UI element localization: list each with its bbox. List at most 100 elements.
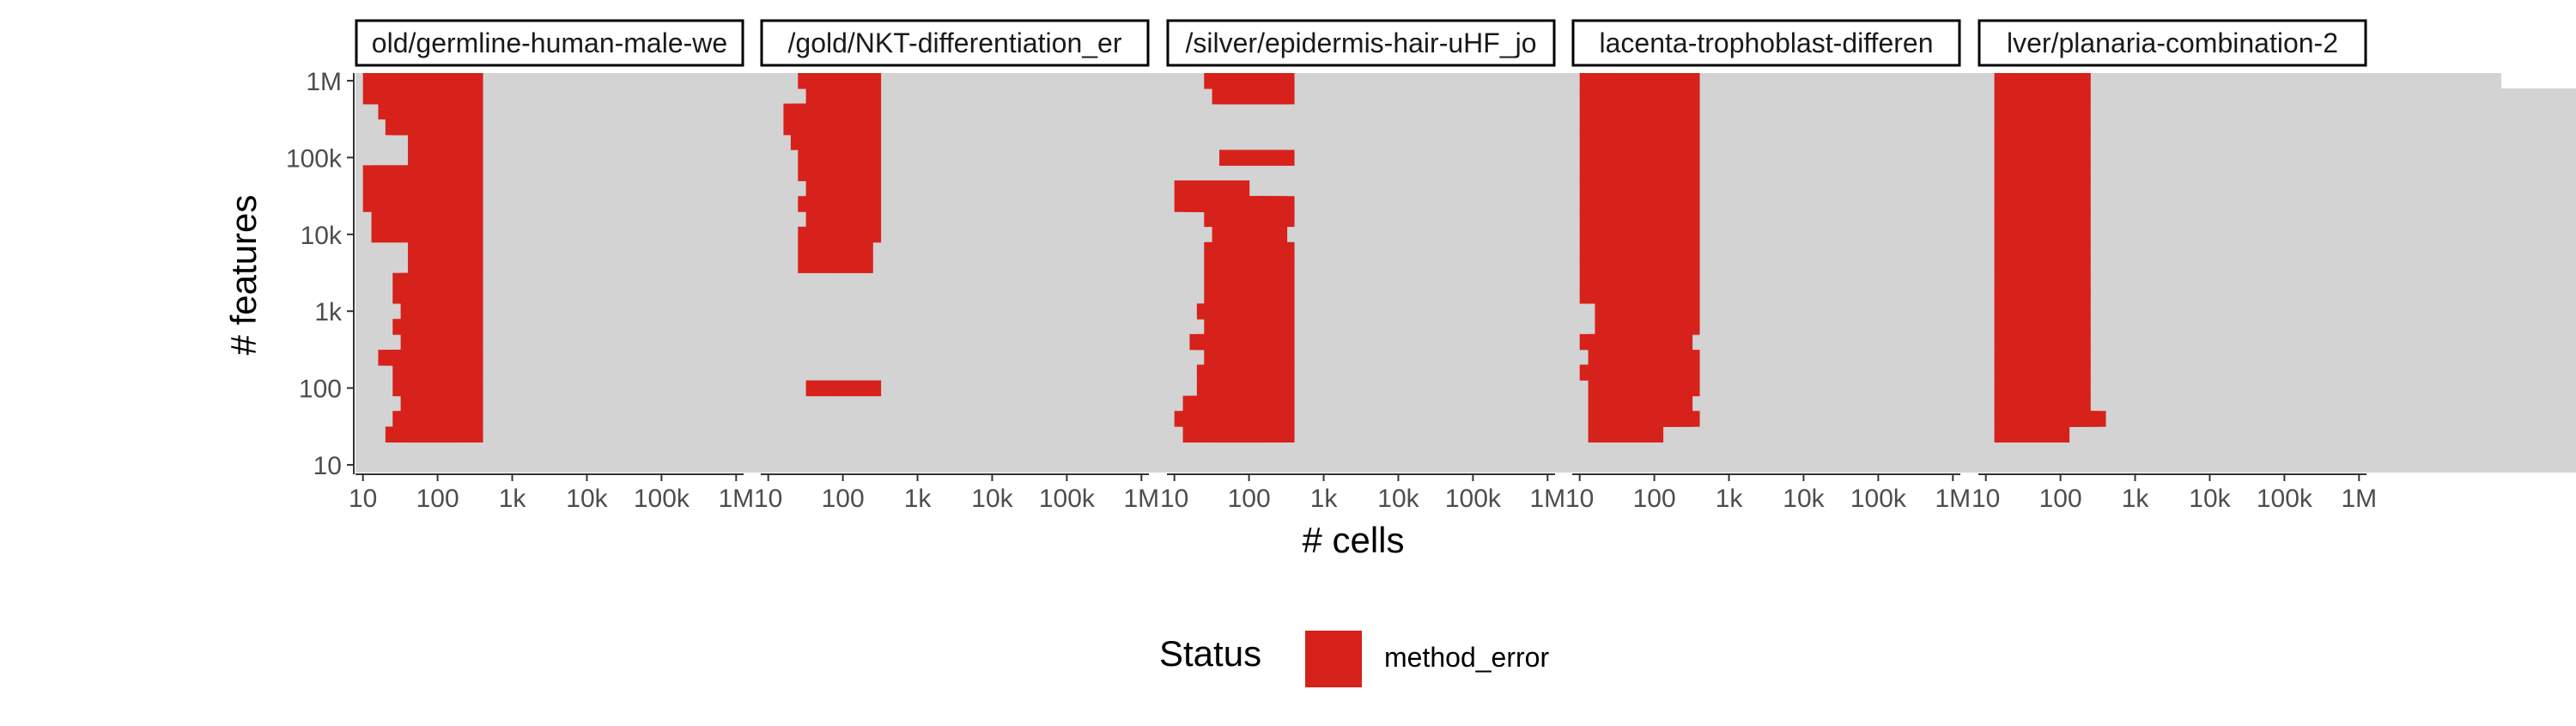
method-error-cell bbox=[805, 134, 882, 150]
method-error-cell bbox=[1625, 119, 1700, 136]
method-error-cell bbox=[408, 411, 483, 427]
method-error-cell bbox=[2015, 149, 2091, 166]
method-error-cell bbox=[1219, 333, 1295, 351]
background-cell-column bbox=[504, 73, 580, 473]
method-error-cell bbox=[408, 88, 483, 105]
y-tick-label: 100 bbox=[299, 375, 342, 404]
method-error-cell bbox=[1212, 226, 1288, 243]
method-error-cells bbox=[1579, 73, 1700, 443]
x-tick-label: 100k bbox=[1039, 485, 1096, 513]
method-error-cell bbox=[1219, 73, 1295, 89]
y-tick-label: 1k bbox=[314, 298, 343, 326]
method-error-cell bbox=[408, 303, 483, 320]
method-error-cell bbox=[1625, 303, 1700, 320]
facet-strip bbox=[1571, 19, 1961, 67]
method-error-cell bbox=[2015, 257, 2091, 273]
x-axis-title: # cells bbox=[1302, 520, 1404, 560]
method-error-cell bbox=[2015, 134, 2091, 150]
y-tick-label: 100k bbox=[286, 144, 343, 173]
method-error-cell bbox=[408, 226, 483, 243]
method-error-cell bbox=[2015, 226, 2091, 243]
method-error-cell bbox=[1625, 196, 1700, 212]
method-error-cell bbox=[1219, 196, 1295, 212]
method-error-cell bbox=[2015, 350, 2091, 366]
method-error-cell bbox=[1219, 364, 1295, 381]
x-tick-label: 10 bbox=[349, 485, 377, 513]
method-error-cell bbox=[1219, 210, 1295, 228]
method-error-cell bbox=[408, 333, 483, 351]
method-error-cell bbox=[2015, 180, 2091, 197]
method-error-cell bbox=[408, 134, 483, 150]
x-tick-label: 10k bbox=[971, 485, 1013, 513]
method-error-cell bbox=[1219, 241, 1295, 259]
method-error-cell bbox=[2015, 303, 2091, 320]
x-tick-label: 1M bbox=[1935, 485, 1971, 513]
x-tick-label: 10 bbox=[1971, 485, 2000, 513]
method-error-cell bbox=[408, 426, 483, 443]
method-error-cell bbox=[1625, 149, 1700, 166]
method-error-cell bbox=[1625, 165, 1700, 181]
method-error-cell bbox=[1625, 288, 1700, 304]
method-error-cell bbox=[1219, 426, 1295, 443]
x-tick-label: 100 bbox=[416, 485, 459, 513]
method-error-cell bbox=[1625, 210, 1700, 228]
facet-strip-label: lacenta-trophoblast-differen bbox=[1600, 27, 1934, 58]
method-error-cell bbox=[408, 319, 483, 335]
background-cell-column bbox=[1465, 73, 1541, 473]
method-error-cell bbox=[2015, 103, 2091, 120]
x-tick-label: 1k bbox=[2122, 485, 2150, 513]
method-error-cell bbox=[1617, 395, 1693, 412]
x-tick-label: 100k bbox=[1445, 485, 1502, 513]
background-cell-column bbox=[2351, 73, 2427, 473]
facet-strip-label: lver/planaria-combination-2 bbox=[2007, 27, 2338, 58]
facet-strip-label: /gold/NKT-differentiation_er bbox=[788, 27, 1122, 58]
method-error-cell bbox=[798, 241, 873, 259]
method-error-cell bbox=[1219, 395, 1295, 412]
method-error-cell bbox=[805, 73, 882, 89]
x-tick-label: 100 bbox=[2039, 485, 2082, 513]
method-error-cell bbox=[408, 288, 483, 304]
background-cell-column bbox=[1721, 73, 1797, 473]
method-error-cell bbox=[408, 149, 483, 166]
background-cell-column bbox=[653, 73, 730, 473]
method-error-cell bbox=[2015, 196, 2091, 212]
method-error-cell bbox=[2015, 364, 2091, 381]
method-error-cell bbox=[1219, 350, 1295, 366]
facet-panel: lver/planaria-combination-2 10 100 1k 10k 100… bbox=[1971, 19, 2576, 513]
facet-strip bbox=[760, 19, 1150, 67]
legend-label: method_error bbox=[1384, 642, 1549, 673]
background-cell-column bbox=[2276, 73, 2353, 473]
background-cell-column bbox=[2500, 88, 2576, 473]
y-tick-label: 1M bbox=[306, 68, 342, 96]
x-tick-label: 10k bbox=[566, 485, 608, 513]
background-cell-column bbox=[984, 73, 1060, 473]
method-error-cell bbox=[1219, 303, 1295, 320]
background-cell-column bbox=[2127, 73, 2203, 473]
method-error-cell bbox=[1625, 350, 1700, 366]
method-error-cell bbox=[2015, 88, 2091, 105]
x-tick-label: 1k bbox=[499, 485, 527, 513]
method-error-cell bbox=[2015, 241, 2091, 259]
method-error-cell bbox=[1617, 333, 1693, 351]
method-error-cell bbox=[1588, 426, 1664, 443]
background-cell-column bbox=[1315, 73, 1392, 473]
method-error-cell bbox=[1219, 149, 1295, 166]
method-error-cell bbox=[408, 210, 483, 228]
legend: Status method_error bbox=[1159, 631, 1549, 687]
method-error-cell bbox=[2031, 411, 2106, 427]
method-error-cells bbox=[362, 73, 483, 443]
method-error-cell bbox=[408, 257, 483, 273]
method-error-cell bbox=[2015, 165, 2091, 181]
background-cell-column bbox=[579, 73, 655, 473]
x-tick-label: 1M bbox=[1529, 485, 1565, 513]
x-tick-label: 100 bbox=[822, 485, 865, 513]
method-error-cell bbox=[408, 350, 483, 366]
method-error-cell bbox=[2015, 333, 2091, 351]
method-error-cell bbox=[805, 165, 882, 181]
method-error-cell bbox=[1625, 73, 1700, 89]
method-error-cell bbox=[408, 196, 483, 212]
method-error-cell bbox=[1625, 257, 1700, 273]
method-error-cell bbox=[805, 103, 882, 120]
legend-swatch bbox=[1305, 631, 1362, 687]
